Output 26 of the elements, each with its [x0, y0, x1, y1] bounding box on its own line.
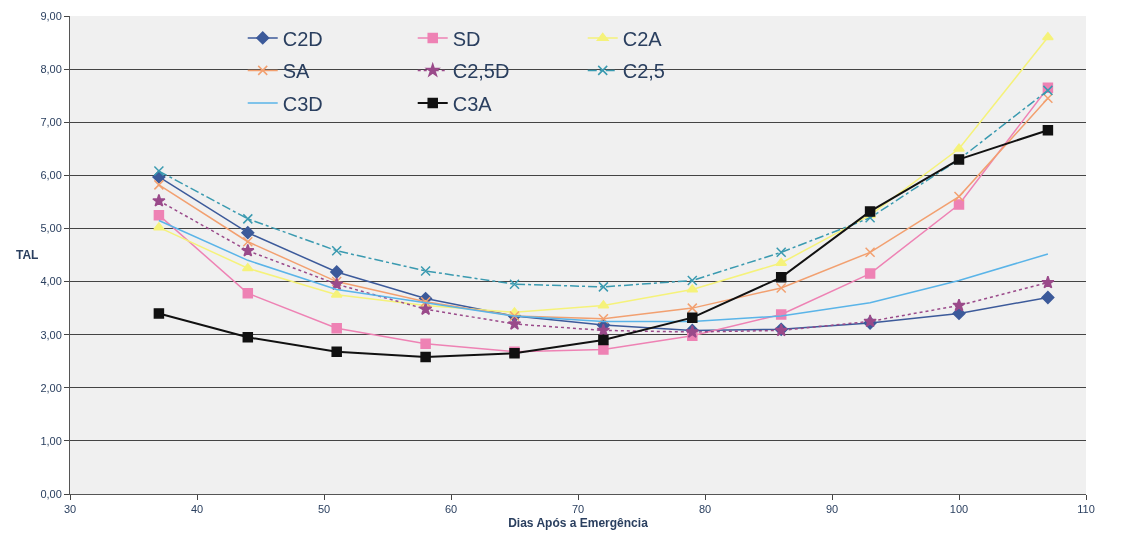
y-tick-label: 4,00 — [40, 275, 62, 288]
legend-label: C3A — [452, 92, 493, 115]
y-tick-label: 6,00 — [40, 169, 62, 182]
y-tick-label: 1,00 — [40, 434, 62, 447]
y-tick-label: 8,00 — [40, 62, 62, 75]
x-tick-label: 60 — [444, 503, 458, 516]
x-tick-label: 80 — [698, 503, 712, 516]
legend-label: SD — [452, 27, 481, 50]
x-tick-label: 40 — [190, 503, 204, 516]
x-tick-label: 90 — [825, 503, 839, 516]
legend-label: C3D — [282, 92, 323, 115]
x-tick-label: 110 — [1077, 503, 1095, 516]
y-tick-label: 3,00 — [40, 328, 62, 341]
y-tick-label: 7,00 — [40, 116, 62, 129]
x-axis-title: Dias Após a Emergência — [508, 516, 649, 531]
y-axis-title: TAL — [16, 248, 39, 262]
y-tick-label: 9,00 — [40, 9, 62, 22]
legend-label: C2D — [282, 27, 323, 50]
x-tick-label: 30 — [63, 503, 77, 516]
y-tick-label: 0,00 — [40, 487, 62, 500]
x-tick-label: 50 — [317, 503, 331, 516]
x-tick-label: 70 — [571, 503, 585, 516]
legend-label: C2A — [622, 27, 663, 50]
y-tick-label: 5,00 — [40, 222, 62, 235]
y-tick-label: 2,00 — [40, 381, 62, 394]
x-tick-label: 100 — [949, 503, 969, 516]
